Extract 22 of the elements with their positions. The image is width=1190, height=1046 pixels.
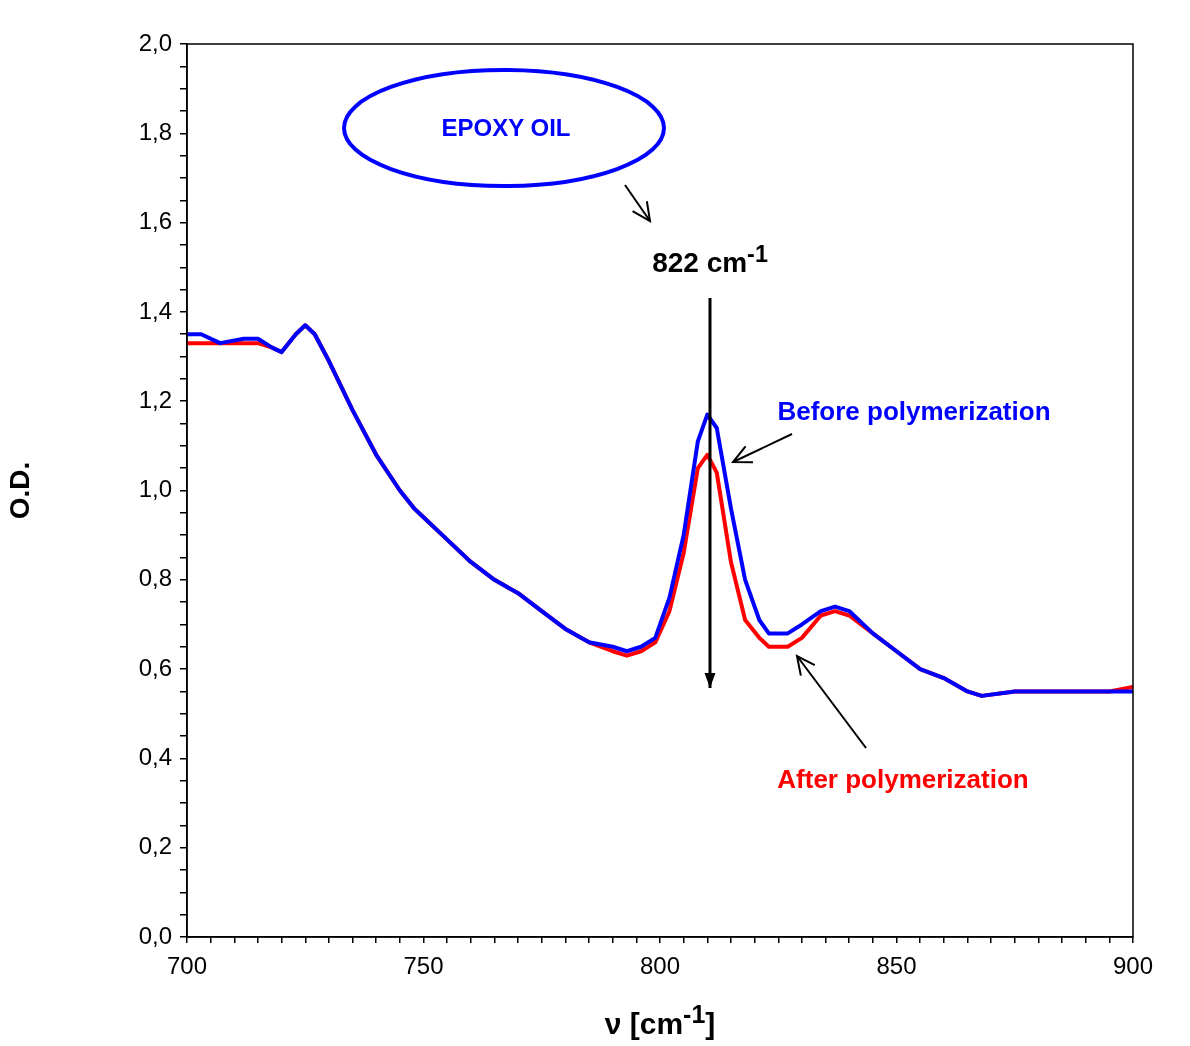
y-axis-title: O.D. — [3, 461, 35, 520]
x-tick-label: 750 — [403, 952, 444, 980]
y-tick-label: 0,0 — [138, 921, 172, 949]
y-tick-label: 1,0 — [138, 475, 172, 503]
annotation: EPOXY OIL — [441, 114, 571, 142]
text: After polymerization — [777, 763, 1029, 795]
x-tick-label: 700 — [166, 952, 208, 980]
y-tick-label: 2,0 — [138, 28, 172, 56]
y-tick-label: 0,4 — [138, 743, 172, 771]
x-tick-label: 850 — [876, 952, 917, 980]
y-tick-label: 1,6 — [138, 207, 172, 235]
y-tick-label: 1,4 — [138, 296, 172, 324]
y-tick-label: 0,8 — [138, 564, 172, 592]
x-axis-title: ν [cm$^{-1}$] — [604, 999, 716, 1041]
text: Before polymerization — [777, 395, 1051, 427]
y-tick-label: 1,8 — [138, 117, 172, 145]
annotation: 822 cm$^{-1}$ — [652, 240, 768, 280]
y-tick-label: 0,2 — [138, 832, 172, 860]
x-tick-label: 800 — [639, 952, 681, 980]
y-tick-label: 0,6 — [138, 653, 172, 681]
x-tick-label: 900 — [1112, 952, 1154, 980]
y-tick-label: 1,2 — [138, 385, 172, 413]
